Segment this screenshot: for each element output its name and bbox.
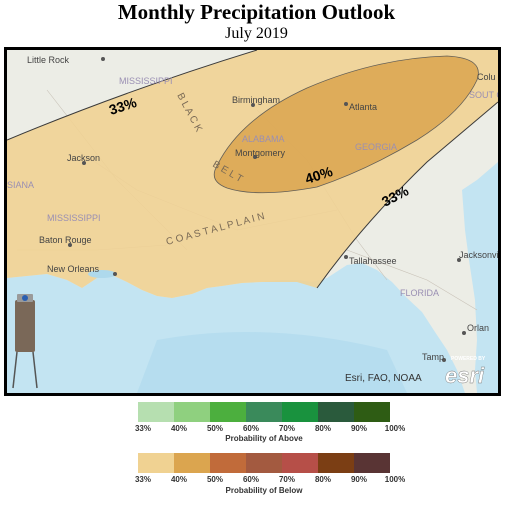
legend-below-swatch xyxy=(318,453,354,473)
legend-above-swatches xyxy=(138,402,390,422)
legend-below-swatches xyxy=(138,453,390,473)
legend-below-ticks: 33% 40% 50% 60% 70% 80% 90% 100% xyxy=(128,475,408,485)
contour-33-west xyxy=(7,50,258,141)
legend-below-title: Probability of Below xyxy=(225,486,303,495)
legend-above-tick-label: 50% xyxy=(206,424,223,433)
label-jackson: Jackson xyxy=(67,153,100,163)
label-tampa: Tamp xyxy=(422,352,444,362)
legend-below-swatch xyxy=(354,453,390,473)
legend-above-title: Probability of Above xyxy=(225,434,303,443)
city-dots xyxy=(68,57,466,362)
legend-below-tick-label: 33% xyxy=(134,475,151,484)
label-mississippi-north: MISSISSIPPI xyxy=(119,76,173,86)
legend-above-swatch xyxy=(174,402,210,422)
label-orlando: Orlan xyxy=(467,323,489,333)
label-jacksonville: Jacksonvi xyxy=(459,250,498,260)
lake-pontchartrain xyxy=(88,270,116,278)
map-attribution: Esri, FAO, NOAA xyxy=(345,373,422,384)
legend-above-ticks: 33% 40% 50% 60% 70% 80% 90% 100% xyxy=(128,424,408,434)
label-georgia: GEORGIA xyxy=(355,142,397,152)
legend-above-swatch xyxy=(318,402,354,422)
legend-below-tick-label: 100% xyxy=(384,475,406,484)
label-new-orleans: New Orleans xyxy=(47,264,100,274)
legend-below-tick-label: 90% xyxy=(350,475,367,484)
legend-above-tick-label: 40% xyxy=(170,424,187,433)
map[interactable]: Little Rock MISSISSIPPI B L A C K Birmin… xyxy=(7,50,498,393)
label-atlanta: Atlanta xyxy=(349,102,377,112)
esri-logo-icon: POWERED BY esri xyxy=(445,356,486,388)
legend-above-tick-label: 90% xyxy=(350,424,367,433)
svg-text:esri: esri xyxy=(445,363,485,388)
label-mississippi-south: MISSISSIPPI xyxy=(47,213,101,223)
legend-above-tick-label: 60% xyxy=(242,424,259,433)
legend-above-swatch xyxy=(354,402,390,422)
legend-above-swatch xyxy=(282,402,318,422)
legend-below-tick-label: 40% xyxy=(170,475,187,484)
label-alabama: ALABAMA xyxy=(242,134,285,144)
legend-below-tick-label: 80% xyxy=(314,475,331,484)
atlantic-ocean xyxy=(462,162,498,393)
gulf-deep xyxy=(137,332,407,393)
title: Monthly Precipitation Outlook xyxy=(117,0,396,24)
label-south-carolina: SOUT CARO xyxy=(469,90,498,100)
label-baton-rouge: Baton Rouge xyxy=(39,235,92,245)
legend-above-swatch xyxy=(138,402,174,422)
legend-below-swatch xyxy=(174,453,210,473)
legend-below-swatch xyxy=(138,453,174,473)
rain-gauge-icon xyxy=(12,294,38,389)
below-40-region xyxy=(213,55,479,194)
label-tallahassee: Tallahassee xyxy=(349,256,397,266)
legend-below-swatch xyxy=(210,453,246,473)
label-florida: FLORIDA xyxy=(400,288,439,298)
label-little-rock: Little Rock xyxy=(27,55,70,65)
legend-below-tick-label: 70% xyxy=(278,475,295,484)
legend-below-swatch xyxy=(246,453,282,473)
contour-33-east xyxy=(316,101,498,289)
legend-above-tick-label: 100% xyxy=(384,424,406,433)
legend-below-tick-label: 50% xyxy=(206,475,223,484)
legend-above-tick-label: 33% xyxy=(134,424,151,433)
legend-above-tick-label: 80% xyxy=(314,424,331,433)
legend-above-swatch xyxy=(246,402,282,422)
label-montgomery: Montgomery xyxy=(235,148,286,158)
subtitle: July 2019 xyxy=(225,25,288,42)
legend-above-swatch xyxy=(210,402,246,422)
legend-above-tick-label: 70% xyxy=(278,424,295,433)
label-birmingham: Birmingham xyxy=(232,95,280,105)
legend-below-tick-label: 60% xyxy=(242,475,259,484)
map-frame[interactable]: Little Rock MISSISSIPPI B L A C K Birmin… xyxy=(4,47,501,396)
label-louisiana: SIANA xyxy=(7,180,34,190)
legend-below-swatch xyxy=(282,453,318,473)
label-columbia: Colu xyxy=(477,72,496,82)
svg-text:POWERED BY: POWERED BY xyxy=(451,356,486,362)
